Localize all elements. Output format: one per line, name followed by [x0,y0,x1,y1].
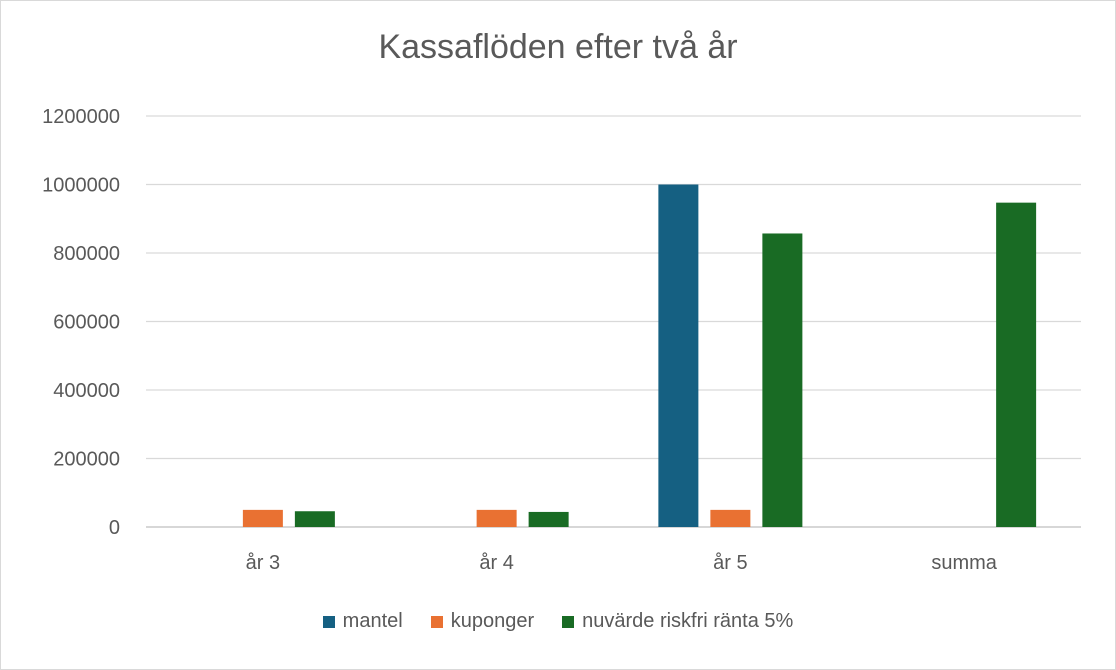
legend-label: kuponger [450,610,535,632]
y-tick-label: 200000 [53,449,120,471]
x-tick-label: år 5 [713,552,747,574]
x-tick-label: år 3 [246,552,280,574]
y-tick-label: 0 [109,517,120,539]
x-tick-label: år 4 [479,552,513,574]
y-tick-label: 1000000 [42,175,120,197]
bar-nuvärde-0 [294,511,335,527]
legend-label: nuvärde riskfri ränta 5% [582,610,794,632]
bar-nuvärde-3 [996,202,1037,527]
bar-nuvärde-2 [762,233,803,528]
legend-swatch [322,615,335,628]
bar-kuponger-0 [242,509,283,527]
legend-item: kuponger [430,610,535,633]
legend-swatch [562,615,575,628]
x-tick-label: summa [931,552,997,574]
chart-title: Kassaflöden efter två år [378,28,738,66]
bar-kuponger-1 [476,509,517,527]
y-tick-label: 1200000 [42,106,120,128]
y-tick-label: 800000 [53,243,120,265]
legend-swatch [430,615,443,628]
legend-label: mantel [342,610,403,632]
y-tick-label: 600000 [53,312,120,334]
bar-mantel-2 [658,184,699,527]
legend-item: nuvärde riskfri ränta 5% [562,610,793,633]
bar-kuponger-2 [710,509,751,527]
y-tick-label: 400000 [53,380,120,402]
legend-item: mantel [322,610,403,633]
legend: mantel kuponger nuvärde riskfri ränta 5% [0,610,1116,633]
bar-nuvärde-1 [528,511,569,527]
